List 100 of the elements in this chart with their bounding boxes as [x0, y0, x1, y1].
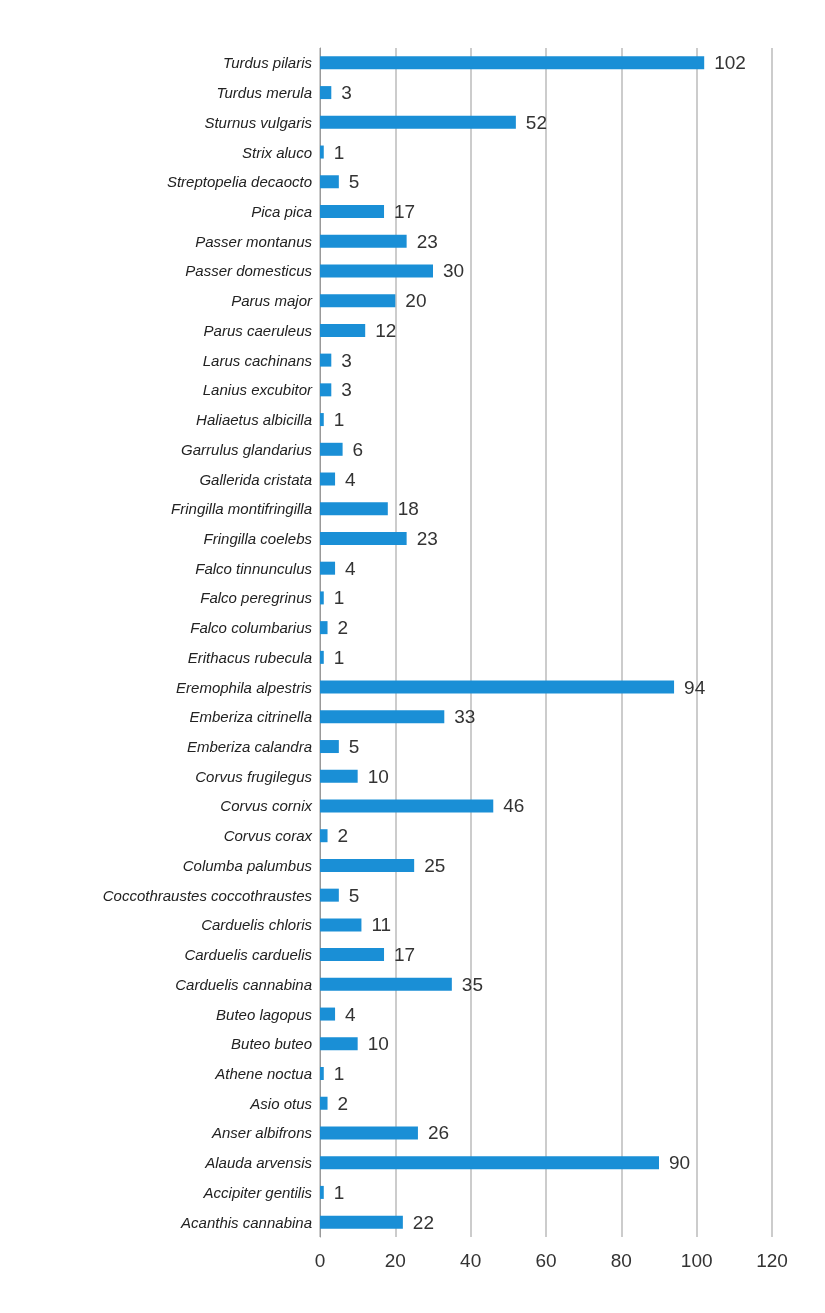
- y-tick-label: Accipiter gentilis: [202, 1183, 313, 1201]
- data-label: 3: [341, 82, 352, 104]
- y-tick-label: Carduelis cannabina: [175, 975, 312, 993]
- bar: [320, 294, 396, 308]
- bar: [320, 650, 324, 664]
- bar: [320, 323, 366, 337]
- data-label: 94: [684, 676, 706, 698]
- bar: [320, 1156, 659, 1170]
- y-tick-label: Pica pica: [251, 202, 312, 220]
- data-label: 2: [337, 825, 349, 847]
- bar: [320, 799, 494, 813]
- y-tick-label: Lanius excubitor: [202, 381, 313, 399]
- data-label: 1: [333, 409, 345, 431]
- data-label: 3: [341, 379, 352, 401]
- bar: [320, 948, 385, 962]
- data-label: 1: [333, 1063, 345, 1085]
- y-tick-label: Coccothraustes coccothraustes: [102, 886, 313, 904]
- data-label: 11: [371, 914, 392, 936]
- y-tick-label: Athene noctua: [214, 1065, 312, 1083]
- bar: [320, 264, 433, 278]
- data-label: 90: [669, 1152, 691, 1174]
- bar: [320, 204, 385, 218]
- bar: [320, 1037, 358, 1051]
- bar: [320, 888, 339, 902]
- x-tick-label: 20: [384, 1250, 406, 1271]
- y-tick-label: Parus caeruleus: [203, 321, 313, 339]
- bar: [320, 413, 324, 427]
- data-label: 17: [394, 944, 416, 966]
- y-tick-label: Gallerida cristata: [199, 470, 312, 488]
- y-tick-label: Streptopelia decaocto: [166, 173, 312, 191]
- data-label: 22: [412, 1211, 435, 1233]
- bar: [320, 1126, 418, 1140]
- data-label: 35: [461, 973, 483, 995]
- y-tick-label: Emberiza citrinella: [189, 708, 312, 726]
- data-label: 102: [714, 52, 746, 74]
- y-tick-label: Parus major: [231, 292, 313, 310]
- bar: [320, 621, 328, 635]
- bar: [320, 1067, 324, 1081]
- data-label: 23: [416, 527, 438, 549]
- data-label: 30: [443, 260, 465, 282]
- data-label: 3: [341, 349, 352, 371]
- y-tick-label: Fringilla coelebs: [203, 529, 313, 547]
- data-label: 18: [397, 498, 419, 520]
- data-label: 10: [367, 1033, 389, 1055]
- bar: [320, 531, 407, 545]
- y-tick-label: Erithacus rubecula: [187, 648, 312, 666]
- data-label: 25: [424, 854, 446, 876]
- bar: [320, 1215, 403, 1229]
- bar: [320, 740, 339, 754]
- y-tick-label: Falco peregrinus: [200, 589, 313, 607]
- x-tick-label: 120: [756, 1250, 788, 1271]
- y-tick-label: Passer domesticus: [185, 262, 313, 280]
- bar: [320, 591, 324, 605]
- bar: [320, 918, 362, 932]
- y-tick-label: Falco tinnunculus: [195, 559, 313, 577]
- data-label: 4: [345, 557, 357, 579]
- data-label: 52: [525, 111, 548, 133]
- bar: [320, 1096, 328, 1110]
- data-label: 10: [367, 765, 389, 787]
- x-tick-label: 40: [460, 1250, 482, 1271]
- data-label: 33: [454, 706, 476, 728]
- y-tick-label: Columba palumbus: [182, 856, 313, 874]
- y-tick-label: Passer montanus: [195, 232, 313, 250]
- data-label: 6: [352, 438, 364, 460]
- bar: [320, 561, 336, 575]
- y-tick-label: Buteo buteo: [231, 1035, 312, 1053]
- y-tick-label: Alauda arvensis: [204, 1154, 313, 1172]
- data-label: 1: [333, 646, 345, 668]
- x-tick-label: 100: [680, 1250, 713, 1271]
- bar: [320, 858, 415, 872]
- bar: [320, 829, 328, 843]
- data-label: 1: [333, 1181, 345, 1203]
- data-label: 4: [345, 468, 357, 490]
- bar: [320, 234, 407, 248]
- bar: [320, 175, 339, 189]
- data-label: 5: [348, 884, 360, 906]
- bar: [320, 383, 332, 397]
- y-tick-label: Garrulus glandarius: [181, 440, 313, 458]
- data-label: 12: [375, 319, 397, 341]
- bar: [320, 710, 445, 724]
- y-tick-label: Sturnus vulgaris: [204, 113, 313, 131]
- data-label: 5: [348, 171, 360, 193]
- data-label: 2: [337, 1092, 349, 1114]
- y-tick-label: Turdus pilaris: [223, 54, 313, 72]
- data-label: 26: [427, 1122, 450, 1144]
- bar: [320, 472, 336, 486]
- data-label: 1: [333, 141, 345, 163]
- bar: [320, 353, 332, 367]
- data-label: 46: [503, 795, 525, 817]
- bar: [320, 442, 343, 456]
- x-tick-label: 80: [610, 1250, 632, 1271]
- y-tick-label: Corvus frugilegus: [195, 767, 313, 785]
- bar: [320, 502, 388, 516]
- x-tick-label: 60: [535, 1250, 557, 1271]
- y-tick-label: Asio otus: [249, 1094, 313, 1112]
- bar: [320, 56, 705, 70]
- data-label: 17: [394, 200, 416, 222]
- y-tick-label: Acanthis cannabina: [180, 1213, 312, 1231]
- y-tick-label: Emberiza calandra: [186, 738, 312, 756]
- data-label: 23: [416, 230, 438, 252]
